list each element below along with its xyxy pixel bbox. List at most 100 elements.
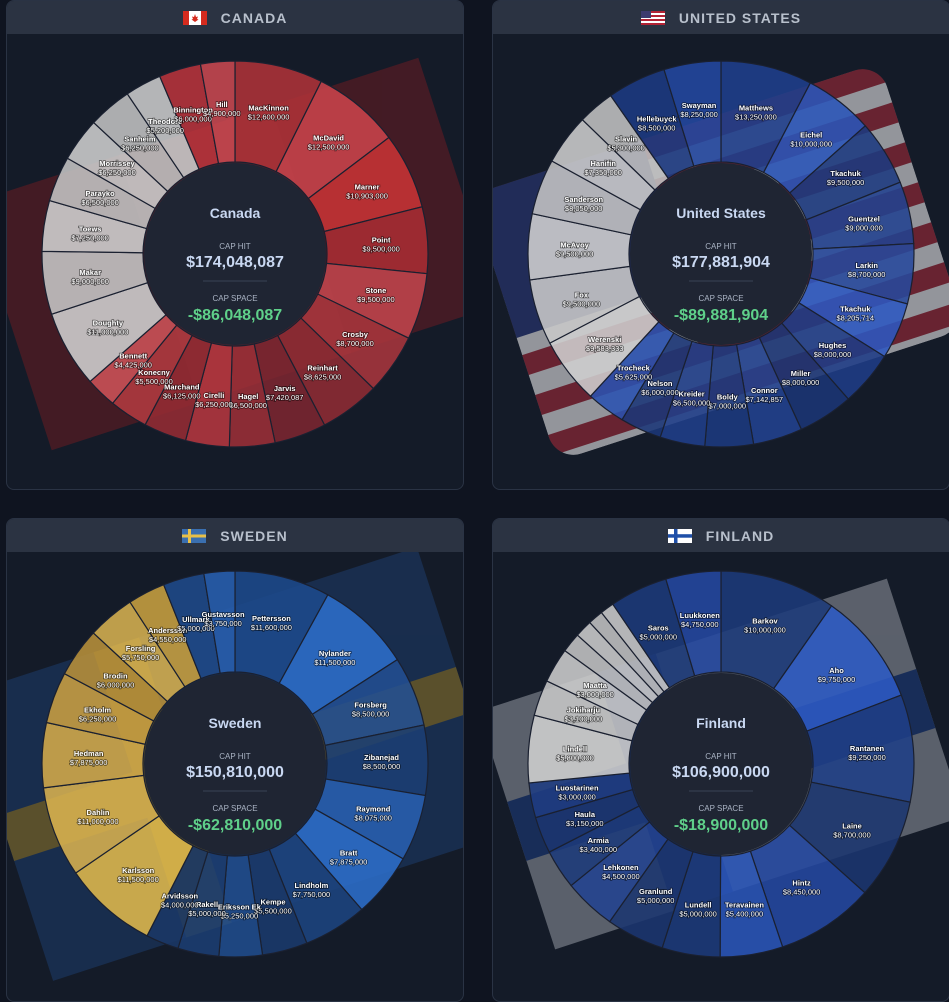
slice-value-label: $9,500,000 bbox=[357, 295, 395, 304]
slice-value-label: $11,600,000 bbox=[251, 623, 292, 632]
slice-name-label: Luukkonen bbox=[680, 611, 720, 620]
slice-swayman[interactable] bbox=[663, 60, 722, 167]
slice-name-label: Miller bbox=[791, 369, 811, 378]
slice-name-label: Matthews bbox=[739, 104, 773, 113]
slice-name-label: Konecny bbox=[138, 368, 171, 377]
cap-space-value: -$86,048,087 bbox=[188, 307, 282, 324]
slice-name-label: Sanheim bbox=[124, 135, 156, 144]
slice-value-label: $7,420,087 bbox=[266, 393, 304, 402]
slice-value-label: $11,500,000 bbox=[314, 658, 355, 667]
slice-value-label: $6,000,000 bbox=[174, 115, 212, 124]
slice-value-label: $5,500,000 bbox=[254, 907, 292, 916]
slice-labels: Barkov$10,000,000 Aho$9,750,000 Rantanen$9… bbox=[555, 610, 887, 919]
slice-value-label: $8,700,000 bbox=[833, 831, 871, 840]
slice-value-label: $3,100,000 bbox=[565, 715, 603, 724]
slice-value-label: $9,500,000 bbox=[362, 244, 400, 253]
slice-value-label: $7,250,000 bbox=[71, 234, 109, 243]
slice-name-label: Boldy bbox=[717, 392, 739, 401]
slice-value-label: $4,000,000 bbox=[161, 901, 199, 910]
slice-name-label: Morrissey bbox=[99, 159, 135, 168]
slice-name-label: Kreider bbox=[678, 390, 704, 399]
slice-value-label: $8,075,000 bbox=[354, 814, 392, 823]
slice-value-label: $4,550,000 bbox=[149, 635, 187, 644]
slice-value-label: $8,050,000 bbox=[565, 204, 603, 213]
cap-hit-value: $106,900,000 bbox=[672, 764, 770, 781]
slice-name-label: Sanderson bbox=[564, 195, 603, 204]
slices bbox=[527, 60, 915, 448]
slice-value-label: $5,750,000 bbox=[122, 653, 160, 662]
chart-finland: Barkov$10,000,000 Aho$9,750,000 Rantanen$9… bbox=[493, 570, 949, 958]
slice-value-label: $3,750,000 bbox=[204, 619, 242, 628]
cap-hit-label: CAP HIT bbox=[705, 752, 737, 761]
slice-name-label: McDavid bbox=[313, 133, 344, 142]
cap-hit-label: CAP HIT bbox=[219, 242, 251, 251]
slice-labels: Matthews$13,250,000 Eichel$10,000,000 Tkac… bbox=[555, 100, 886, 411]
slice-name-label: Arvidsson bbox=[161, 892, 198, 901]
slice-luukkonen[interactable] bbox=[665, 570, 722, 677]
ca-flag-icon bbox=[182, 10, 207, 25]
slice-value-label: $10,000,000 bbox=[744, 625, 786, 634]
slice-value-label: $3,400,000 bbox=[580, 845, 618, 854]
slice-value-label: $8,205,714 bbox=[837, 314, 875, 323]
donut-center bbox=[630, 163, 812, 345]
slice-name-label: Point bbox=[372, 235, 391, 244]
slice-name-label: Lundell bbox=[685, 901, 712, 910]
slice-value-label: $7,000,000 bbox=[709, 401, 747, 410]
slice-value-label: $8,500,000 bbox=[363, 762, 401, 771]
slice-value-label: $8,700,000 bbox=[336, 339, 374, 348]
slice-name-label: Marchand bbox=[164, 383, 200, 392]
chart-united-states: Matthews$13,250,000 Eichel$10,000,000 Tkac… bbox=[493, 60, 949, 462]
slice-name-label: Guentzel bbox=[848, 214, 880, 223]
cap-hit-value: $174,048,087 bbox=[186, 254, 284, 271]
center-title: Canada bbox=[210, 205, 261, 221]
center-title: Sweden bbox=[209, 715, 262, 731]
slice-value-label: $5,000,000 bbox=[188, 909, 226, 918]
slice-name-label: Karlsson bbox=[122, 866, 155, 875]
chart-canada: MacKinnon$12,600,000 McDavid$12,500,000 Ma… bbox=[7, 57, 463, 451]
slice-value-label: $9,500,000 bbox=[556, 250, 594, 259]
country-title: FINLAND bbox=[705, 527, 775, 544]
slice-value-label: $6,000,000 bbox=[97, 680, 135, 689]
slice-name-label: Rakell bbox=[196, 900, 218, 909]
slice-value-label: $9,583,333 bbox=[586, 344, 624, 353]
slice-gustavsson[interactable] bbox=[203, 570, 236, 674]
cap-space-label: CAP SPACE bbox=[698, 294, 743, 303]
cap-hit-value: $150,810,000 bbox=[186, 764, 284, 781]
slice-value-label: $9,500,000 bbox=[563, 299, 601, 308]
slice-name-label: Jokiharju bbox=[567, 706, 601, 715]
slice-value-label: $12,500,000 bbox=[308, 142, 350, 151]
cap-space-value: -$62,810,000 bbox=[188, 817, 282, 834]
slice-value-label: $11,500,000 bbox=[118, 875, 159, 884]
slice-value-label: $6,500,000 bbox=[673, 399, 711, 408]
slice-value-label: $6,250,000 bbox=[121, 144, 159, 153]
cap-hit-label: CAP HIT bbox=[705, 242, 737, 251]
country-title: CANADA bbox=[220, 9, 288, 26]
slice-name-label: Raymond bbox=[356, 805, 391, 814]
slice-value-label: $7,875,000 bbox=[70, 758, 108, 767]
panel-header: FINLAND bbox=[493, 519, 949, 552]
slice-value-label: $5,250,000 bbox=[221, 911, 259, 920]
slice-name-label: Crosby bbox=[342, 330, 369, 339]
slice-name-label: Teravainen bbox=[725, 901, 764, 910]
slice-name-label: MacKinnon bbox=[248, 103, 289, 112]
cap-space-value: -$89,881,904 bbox=[674, 307, 768, 324]
slice-name-label: Andersson bbox=[148, 626, 188, 635]
slice-name-label: Gustavsson bbox=[202, 610, 245, 619]
slice-value-label: $5,200,000 bbox=[146, 126, 184, 135]
cap-space-value: -$18,900,000 bbox=[674, 817, 768, 834]
slice-value-label: $13,250,000 bbox=[735, 113, 777, 122]
slice-name-label: Lindell bbox=[563, 745, 587, 754]
slice-hill[interactable] bbox=[199, 60, 236, 165]
cap-hit-label: CAP HIT bbox=[219, 752, 251, 761]
slice-value-label: $6,500,000 bbox=[229, 401, 267, 410]
slices bbox=[41, 60, 429, 448]
slice-value-label: $9,500,000 bbox=[827, 178, 865, 187]
slice-value-label: $7,142,857 bbox=[746, 395, 784, 404]
slice-value-label: $8,625,000 bbox=[304, 372, 342, 381]
slice-name-label: Trocheck bbox=[617, 364, 651, 373]
slice-value-label: $11,000,000 bbox=[77, 817, 118, 826]
slice-name-label: Eichel bbox=[800, 131, 822, 140]
slice-name-label: Makar bbox=[79, 268, 101, 277]
slice-value-label: $3,150,000 bbox=[566, 819, 604, 828]
slice-name-label: Hughes bbox=[819, 341, 847, 350]
